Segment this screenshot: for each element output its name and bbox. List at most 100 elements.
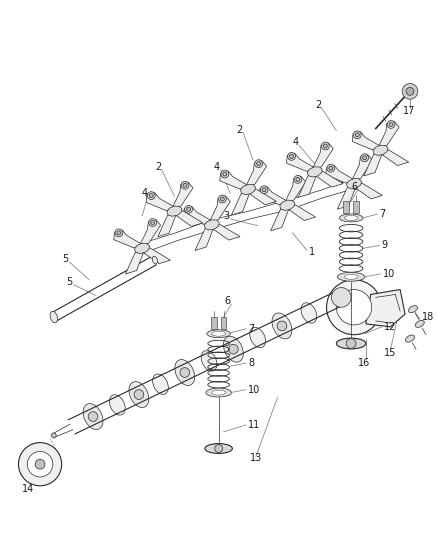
Text: 4: 4 xyxy=(141,188,147,198)
Polygon shape xyxy=(146,192,176,211)
Polygon shape xyxy=(134,244,150,254)
Text: 7: 7 xyxy=(248,324,254,334)
Polygon shape xyxy=(209,196,230,223)
Ellipse shape xyxy=(134,390,144,399)
Polygon shape xyxy=(351,155,373,181)
Ellipse shape xyxy=(83,403,103,430)
Circle shape xyxy=(149,219,156,227)
Ellipse shape xyxy=(277,321,287,331)
Text: 4: 4 xyxy=(214,162,220,172)
Text: 12: 12 xyxy=(384,322,396,332)
Text: 3: 3 xyxy=(223,211,230,221)
Polygon shape xyxy=(314,172,343,187)
Ellipse shape xyxy=(206,388,231,397)
Circle shape xyxy=(406,87,414,95)
Polygon shape xyxy=(184,206,213,224)
Text: 8: 8 xyxy=(248,358,254,368)
Polygon shape xyxy=(204,220,219,230)
Circle shape xyxy=(355,133,359,137)
Text: 5: 5 xyxy=(63,254,69,264)
Ellipse shape xyxy=(129,382,149,408)
Circle shape xyxy=(147,192,155,199)
Ellipse shape xyxy=(50,311,57,323)
Polygon shape xyxy=(343,201,349,213)
Circle shape xyxy=(262,188,266,192)
Ellipse shape xyxy=(212,390,226,395)
Circle shape xyxy=(27,451,53,477)
Circle shape xyxy=(181,181,189,189)
Circle shape xyxy=(323,144,327,148)
Circle shape xyxy=(18,442,62,486)
Circle shape xyxy=(221,170,229,178)
Circle shape xyxy=(290,155,293,158)
Circle shape xyxy=(257,161,261,166)
Circle shape xyxy=(149,193,153,198)
Circle shape xyxy=(294,175,302,183)
Circle shape xyxy=(363,156,367,160)
Ellipse shape xyxy=(88,411,98,422)
Ellipse shape xyxy=(332,288,351,307)
Circle shape xyxy=(402,84,418,99)
Polygon shape xyxy=(259,187,288,205)
Circle shape xyxy=(254,160,262,167)
Text: 15: 15 xyxy=(384,349,396,358)
Ellipse shape xyxy=(272,313,292,339)
Circle shape xyxy=(185,205,192,213)
Ellipse shape xyxy=(415,320,424,327)
Polygon shape xyxy=(378,122,399,148)
Polygon shape xyxy=(346,179,361,189)
Circle shape xyxy=(183,183,187,187)
Ellipse shape xyxy=(212,331,226,336)
Circle shape xyxy=(260,186,268,193)
Circle shape xyxy=(389,123,393,126)
Text: 10: 10 xyxy=(248,385,260,394)
Polygon shape xyxy=(298,173,317,198)
Polygon shape xyxy=(364,151,383,176)
Polygon shape xyxy=(379,150,409,166)
Text: 10: 10 xyxy=(382,269,395,279)
Circle shape xyxy=(288,152,296,160)
Circle shape xyxy=(151,221,155,224)
Ellipse shape xyxy=(339,214,363,222)
Text: 7: 7 xyxy=(380,209,386,219)
Polygon shape xyxy=(280,200,295,211)
Ellipse shape xyxy=(180,368,190,377)
Ellipse shape xyxy=(408,305,417,313)
Circle shape xyxy=(321,142,329,150)
Circle shape xyxy=(220,197,224,201)
Circle shape xyxy=(187,207,191,211)
Circle shape xyxy=(219,195,226,203)
Ellipse shape xyxy=(175,360,195,385)
Circle shape xyxy=(327,164,335,172)
Ellipse shape xyxy=(207,330,230,337)
Polygon shape xyxy=(247,189,276,205)
Text: 4: 4 xyxy=(292,138,298,148)
Text: 2: 2 xyxy=(315,100,321,110)
Ellipse shape xyxy=(344,215,358,220)
Polygon shape xyxy=(352,132,381,150)
Circle shape xyxy=(223,172,227,176)
Polygon shape xyxy=(220,171,249,189)
Text: 5: 5 xyxy=(67,277,73,287)
Circle shape xyxy=(117,231,121,235)
Ellipse shape xyxy=(152,374,168,394)
Polygon shape xyxy=(141,248,170,264)
Polygon shape xyxy=(366,289,405,327)
Polygon shape xyxy=(307,167,322,177)
Text: 13: 13 xyxy=(250,454,262,463)
Polygon shape xyxy=(221,317,226,329)
Polygon shape xyxy=(211,317,217,329)
Text: 2: 2 xyxy=(236,125,243,135)
Polygon shape xyxy=(271,206,290,231)
Ellipse shape xyxy=(344,274,358,279)
Text: 18: 18 xyxy=(422,312,434,322)
Circle shape xyxy=(115,229,123,237)
Ellipse shape xyxy=(205,443,233,454)
Polygon shape xyxy=(245,160,267,187)
Ellipse shape xyxy=(51,433,56,438)
Polygon shape xyxy=(125,249,145,274)
Polygon shape xyxy=(114,230,143,248)
Polygon shape xyxy=(353,183,382,199)
Polygon shape xyxy=(139,220,161,246)
Ellipse shape xyxy=(406,335,414,342)
